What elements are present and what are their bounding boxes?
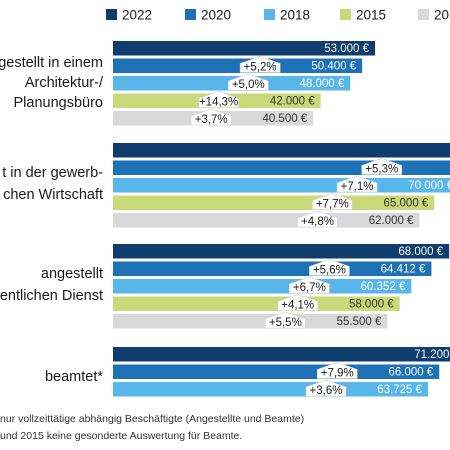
- bar-value-label-g0-2015: 42.000 €: [270, 96, 315, 108]
- change-badge-label-g1-0: +5,3%: [365, 164, 398, 176]
- change-badge-g2-3: [265, 311, 306, 329]
- bar-value-label-g1-2018: 70.000 €: [408, 180, 450, 192]
- bar-g1-20: [113, 213, 420, 228]
- bar-g3-2018: [113, 382, 429, 397]
- bar-value-label-g3-2018: 63.725 €: [377, 384, 422, 396]
- category-label-g0-2: Planungsbüro: [14, 95, 104, 111]
- change-badge-label-g2-2: +4,1%: [281, 300, 314, 312]
- legend-label-2015: 2015: [356, 8, 386, 23]
- change-badge-g1-2: [312, 193, 353, 210]
- change-badge-label-g1-2: +7,7%: [316, 199, 349, 211]
- change-badge-label-g2-1: +6,7%: [293, 282, 326, 294]
- legend-swatch-2020: [185, 9, 196, 20]
- change-badge-g2-0: [309, 259, 350, 276]
- change-badge-label-g2-0: +5,6%: [313, 265, 346, 277]
- category-label-g0-0: angestellt in einem: [0, 55, 103, 71]
- footnote-1: nur vollzeittätige abhängig Beschäftigte…: [0, 413, 305, 425]
- bar-g1-2018: [113, 178, 450, 193]
- change-badge-g0-1: [227, 73, 269, 91]
- bar-g3-2020: [113, 364, 440, 379]
- bar-g1-2022: [113, 143, 450, 158]
- bar-g1-2015: [113, 195, 435, 210]
- legend-swatch-20: [418, 9, 429, 20]
- bar-value-label-g3-2022: 71.200 €: [414, 349, 450, 361]
- bar-value-label-g3-2020: 66.000 €: [388, 367, 433, 379]
- change-badge-g0-3: [190, 108, 232, 126]
- chart-groups: 53.000 € 50.400 € 48.000 € 42.000 € 40.500 €…: [0, 41, 450, 397]
- change-badge-g2-1: [289, 276, 330, 294]
- bar-value-label-g1-2015: 65.000 €: [384, 198, 429, 210]
- change-badge-g1-3: [297, 210, 338, 228]
- legend-swatch-2018: [264, 9, 275, 20]
- change-badge-label-g2-3: +5,5%: [269, 317, 302, 329]
- bar-value-label-g2-2015: 58.000 €: [349, 299, 394, 311]
- change-badge-label-g1-1: +7,1%: [341, 181, 374, 193]
- change-badge-g2-2: [277, 294, 319, 311]
- bar-value-label-g2-20: 55.500 €: [337, 316, 382, 328]
- category-label-g2-0: angestellt: [41, 266, 103, 282]
- bar-g3-2022: [113, 347, 450, 362]
- category-label-g2-1: entlichen Dienst: [0, 288, 103, 304]
- legend-label-2022: 2022: [122, 8, 152, 23]
- change-badge-g3-1: [305, 379, 347, 397]
- legend-swatch-2022: [106, 9, 117, 20]
- change-badge-g1-0: [361, 158, 403, 175]
- change-badge-g0-2: [198, 91, 239, 108]
- category-label-g1-0: t in der gewerb-: [2, 165, 103, 181]
- category-label-g0-1: Architektur-/: [25, 75, 104, 91]
- change-badge-label-g0-2: +14,3%: [199, 97, 238, 109]
- chart-legend: 2022 2020 2018 2015 20: [106, 8, 449, 23]
- bar-value-label-g0-2020: 50.400 €: [311, 61, 356, 73]
- change-badge-label-g0-1: +5,0%: [232, 79, 265, 91]
- change-badge-g1-1: [336, 175, 378, 193]
- bar-value-label-g2-2020: 64.412 €: [381, 264, 426, 276]
- bar-g2-2020: [113, 261, 432, 276]
- category-label-g1-1: chen Wirtschaft: [3, 187, 103, 203]
- bar-value-label-g0-20: 40.500 €: [262, 113, 307, 125]
- change-badge-label-g0-3: +3,7%: [195, 114, 228, 126]
- category-label-g3-0: beamtet*: [45, 369, 103, 385]
- bar-value-label-g2-2018: 60.352 €: [361, 281, 406, 293]
- legend-label-2020: 2020: [201, 8, 231, 23]
- bar-g2-20: [113, 314, 388, 329]
- legend-label-2018: 2018: [280, 8, 310, 23]
- bar-g2-2018: [113, 279, 412, 294]
- bar-value-label-g2-2022: 68.000 €: [398, 246, 443, 258]
- bar-value-label-g0-2022: 53.000 €: [324, 43, 369, 55]
- change-badge-label-g3-0: +7,9%: [321, 368, 354, 380]
- bar-value-label-g1-20: 62.000 €: [369, 215, 414, 227]
- bar-g0-2020: [113, 58, 363, 73]
- change-badge-label-g3-1: +3,6%: [310, 385, 343, 397]
- legend-label-20: 20: [434, 8, 449, 23]
- bar-value-label-g0-2018: 48.000 €: [300, 78, 345, 90]
- change-badge-g3-0: [316, 362, 358, 379]
- bar-g2-2015: [113, 296, 400, 311]
- footnote-2: und 2015 keine gesonderte Auswertung für…: [0, 430, 243, 442]
- legend-swatch-2015: [340, 9, 351, 20]
- bar-g2-2022: [113, 244, 450, 259]
- bar-g0-2022: [113, 41, 375, 56]
- change-badge-g0-0: [239, 56, 281, 73]
- change-badge-label-g0-0: +5,2%: [244, 62, 277, 74]
- change-badge-label-g1-3: +4,8%: [301, 216, 334, 228]
